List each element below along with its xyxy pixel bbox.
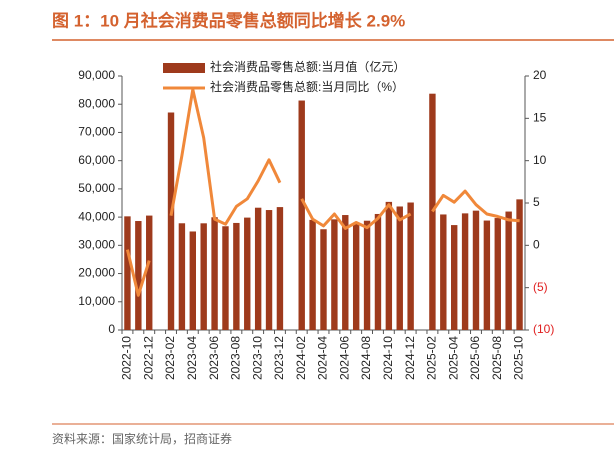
x-tick-label: 2023-02 <box>163 336 177 380</box>
y2-tick-label: 5 <box>533 195 540 209</box>
y2-tick-label: 10 <box>533 153 547 167</box>
bar <box>124 216 131 330</box>
x-tick-label: 2024-06 <box>337 336 351 380</box>
bar <box>254 207 262 330</box>
bar <box>451 225 458 330</box>
y2-tick-label: (5) <box>533 280 548 294</box>
bar <box>135 221 142 330</box>
bar <box>189 231 196 330</box>
bar <box>342 215 349 330</box>
bar <box>352 223 360 330</box>
x-tick-label: 2025-08 <box>490 336 504 380</box>
y-tick-label: 40,000 <box>78 209 115 223</box>
legend-label: 社会消费品零售总额:当月值（亿元） <box>210 59 405 74</box>
bar <box>298 100 305 331</box>
bar <box>407 202 414 330</box>
bar <box>200 223 207 330</box>
legend-swatch <box>163 63 205 73</box>
x-tick-label: 2023-12 <box>272 336 286 380</box>
bar <box>385 201 393 330</box>
x-tick-label: 2025-10 <box>512 336 526 380</box>
line <box>125 88 520 297</box>
bar <box>211 217 218 330</box>
y-tick-label: 20,000 <box>78 266 115 280</box>
x-tick-label: 2023-10 <box>250 336 264 380</box>
bar <box>167 112 175 330</box>
y-tick-label: 50,000 <box>78 181 115 195</box>
x-tick-label: 2025-04 <box>446 336 460 380</box>
x-tick-label: 2025-02 <box>425 336 439 380</box>
bar <box>309 219 316 330</box>
bar <box>505 211 512 330</box>
y-tick-label: 70,000 <box>78 125 115 139</box>
bar <box>472 210 480 330</box>
bar <box>178 223 186 330</box>
x-tick-label: 2024-08 <box>359 336 373 380</box>
x-tick-label: 2022-12 <box>141 336 155 380</box>
bar <box>494 218 501 330</box>
y2-tick-label: (10) <box>533 322 554 336</box>
bar <box>146 215 153 330</box>
y-tick-label: 10,000 <box>78 294 115 308</box>
bar <box>483 220 491 330</box>
y-tick-label: 30,000 <box>78 238 115 252</box>
x-tick-label: 2024-04 <box>316 336 330 380</box>
source: 资料来源：国家统计局，招商证券 <box>52 431 232 446</box>
bar <box>440 214 447 330</box>
bar <box>363 220 371 330</box>
y-tick-label: 80,000 <box>78 96 115 110</box>
bar <box>374 213 382 330</box>
bar <box>516 199 523 330</box>
x-tick-label: 2025-06 <box>468 336 482 380</box>
y2-tick-label: 0 <box>533 238 540 252</box>
legend-label: 社会消费品零售总额:当月同比（%） <box>210 79 404 94</box>
bar <box>396 206 403 330</box>
bar <box>331 219 338 330</box>
chart-title: 图 1：10 月社会消费品零售总额同比增长 2.9% <box>52 10 405 30</box>
x-tick-label: 2022-10 <box>120 336 134 380</box>
bar <box>461 213 469 330</box>
x-tick-label: 2023-08 <box>229 336 243 380</box>
bar <box>222 226 229 330</box>
y-tick-label: 90,000 <box>78 68 115 82</box>
bar <box>276 207 284 330</box>
bar <box>244 217 251 330</box>
x-tick-label: 2024-10 <box>381 336 395 380</box>
y-tick-label: 60,000 <box>78 153 115 167</box>
x-tick-label: 2023-04 <box>185 336 199 380</box>
x-tick-label: 2024-02 <box>294 336 308 380</box>
y-tick-label: 0 <box>108 322 115 336</box>
y2-tick-label: 20 <box>533 68 547 82</box>
bar <box>429 93 436 331</box>
x-tick-label: 2024-12 <box>403 336 417 380</box>
bar <box>320 229 327 330</box>
bar <box>233 222 240 330</box>
x-tick-label: 2023-06 <box>207 336 221 380</box>
bar <box>265 210 273 330</box>
y2-tick-label: 15 <box>533 111 547 125</box>
